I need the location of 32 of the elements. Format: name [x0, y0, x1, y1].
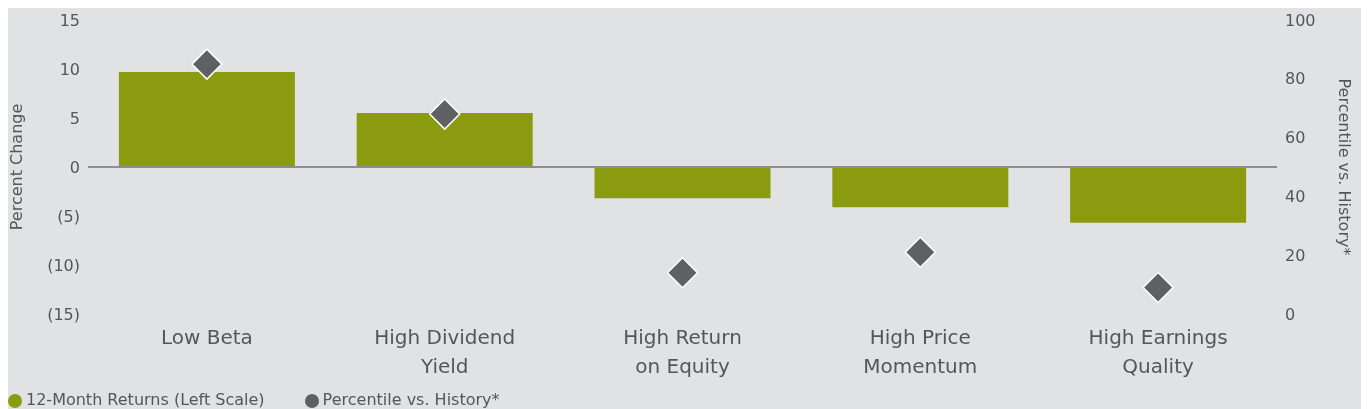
y-tick-label: (15) [47, 304, 80, 324]
y2-tick-label: 80 [1285, 69, 1306, 89]
y2-tick-label: 100 [1285, 10, 1316, 30]
y-tick-label: 15 [59, 10, 80, 30]
point [666, 257, 699, 289]
y-axis-title: Percent Change [6, 103, 26, 231]
bar [594, 167, 771, 199]
x-tick-label: Low Beta [160, 325, 253, 349]
point [428, 98, 461, 130]
point [1142, 271, 1174, 304]
bar [118, 71, 295, 167]
y-tick-label: 0 [69, 157, 80, 177]
y2-tick-label: 0 [1285, 304, 1296, 324]
point [904, 236, 937, 269]
x-tick-label: High Earnings Quality [1088, 325, 1228, 378]
y-tick-label: (5) [57, 206, 80, 226]
x-tick-label: High Return on Equity [623, 325, 742, 378]
legend-label: Percentile vs. History* [322, 390, 500, 409]
y2-tick-label: 60 [1285, 128, 1306, 148]
y-tick-label: 10 [59, 59, 80, 79]
y2-tick-label: 20 [1285, 245, 1306, 265]
y-tick-label: (10) [47, 255, 80, 275]
x-tick-label: High Price Momentum [863, 325, 978, 378]
point [191, 48, 223, 80]
bar [1070, 167, 1247, 223]
y2-axis-title: Percentile vs. History* [1335, 78, 1355, 256]
bar [356, 113, 533, 167]
y-tick-label: 5 [69, 108, 80, 128]
y2-tick-label: 40 [1285, 187, 1306, 207]
bar [832, 167, 1009, 208]
x-tick-label: High Dividend Yield [374, 325, 516, 378]
legend-label: 12-Month Returns (Left Scale) [26, 390, 265, 409]
